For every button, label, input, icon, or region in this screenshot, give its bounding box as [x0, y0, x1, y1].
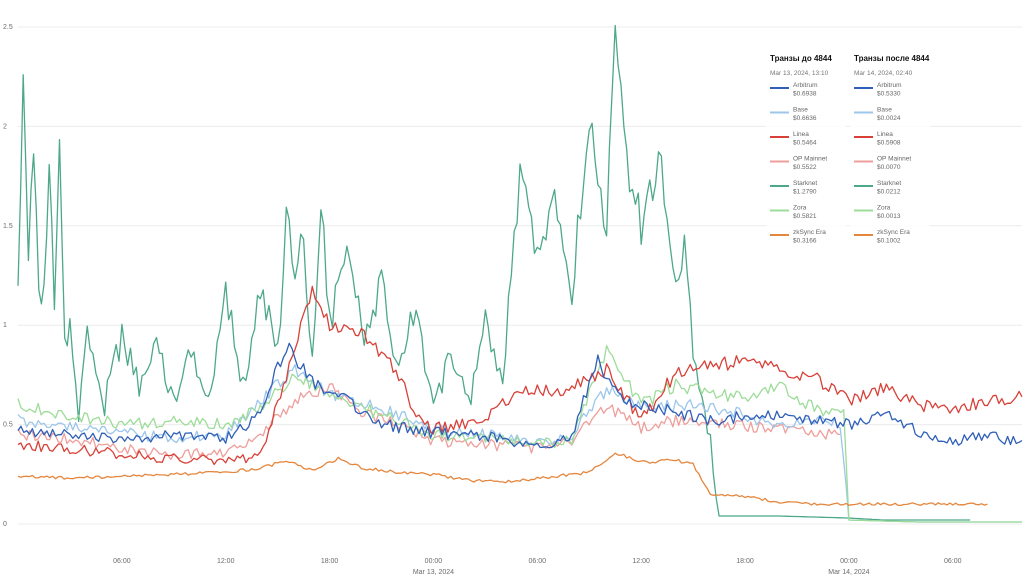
legend-background — [766, 50, 846, 250]
y-tick-label: 0.5 — [3, 422, 13, 429]
series-line-zksync-era — [17, 452, 988, 507]
x-tick-label: 18:00 — [736, 558, 754, 565]
legend-background — [850, 50, 930, 250]
legend-date: Mar 14, 2024, 02:40 — [854, 70, 913, 77]
legend-title: Транзы до 4844 — [770, 54, 832, 63]
legend-series-name: Zora — [793, 205, 807, 212]
legend-series-value: $0.6938 — [793, 91, 817, 98]
x-tick-date: Mar 14, 2024 — [828, 569, 869, 576]
legend-title: Транзы после 4844 — [854, 54, 930, 63]
legend-series-name: Starknet — [793, 180, 817, 187]
x-tick-label: 00:00 — [425, 558, 443, 565]
legend-series-name: Zora — [877, 205, 891, 212]
series-line-zora — [17, 344, 1022, 523]
y-tick-label: 0 — [3, 521, 7, 528]
legend-series-value: $0.0024 — [877, 115, 901, 122]
series-line-arbitrum — [17, 342, 1023, 449]
legend-series-name: Linea — [877, 131, 893, 138]
y-tick-label: 2.5 — [3, 24, 13, 31]
x-tick-label: 12:00 — [217, 558, 235, 565]
legend-series-name: zkSync Era — [793, 229, 826, 236]
x-tick-label: 12:00 — [632, 558, 650, 565]
legend-series-value: $0.0070 — [877, 164, 901, 171]
legend-series-value: $0.3166 — [793, 238, 817, 245]
x-axis: 06:00 12:00 18:00 00:00 Mar 13, 2024 06:00 12:… — [113, 558, 962, 576]
legend-series-value: $0.5464 — [793, 140, 817, 147]
legend-series-value: $0.6636 — [793, 115, 817, 122]
legend-series-value: $0.5908 — [877, 140, 901, 147]
series-lines — [17, 24, 1023, 523]
x-tick-label: 00:00 — [840, 558, 858, 565]
x-tick-label: 06:00 — [944, 558, 962, 565]
legend-series-name: Base — [793, 107, 808, 114]
y-tick-label: 2 — [3, 123, 7, 130]
legend-series-value: $0.5330 — [877, 91, 901, 98]
x-tick-date: Mar 13, 2024 — [413, 569, 454, 576]
legend-series-name: Arbitrum — [877, 82, 902, 89]
legend-series-value: $0.1002 — [877, 238, 901, 245]
legend-series-name: OP Mainnet — [877, 156, 911, 163]
legend-series-value: $0.5522 — [793, 164, 817, 171]
legend: Транзы до 4844 Mar 13, 2024, 13:10 Arbitru… — [766, 50, 930, 250]
y-axis: 0 0.5 1 1.5 2 2.5 — [3, 24, 13, 528]
legend-series-name: Starknet — [877, 180, 901, 187]
y-tick-label: 1 — [3, 322, 7, 329]
legend-series-value: $0.5821 — [793, 213, 817, 220]
x-tick-label: 06:00 — [113, 558, 131, 565]
series-line-linea — [17, 285, 1023, 466]
y-tick-label: 1.5 — [3, 223, 13, 230]
legend-series-name: Arbitrum — [793, 82, 818, 89]
series-line-op-mainnet — [17, 383, 841, 461]
x-tick-label: 18:00 — [321, 558, 339, 565]
x-tick-label: 06:00 — [529, 558, 547, 565]
legend-series-name: OP Mainnet — [793, 156, 827, 163]
legend-series-name: zkSync Era — [877, 229, 910, 236]
legend-series-value: $1.2790 — [793, 189, 817, 196]
legend-date: Mar 13, 2024, 13:10 — [770, 70, 829, 77]
legend-series-value: $0.0013 — [877, 213, 901, 220]
legend-series-name: Base — [877, 107, 892, 114]
series-line-starknet — [17, 24, 971, 521]
legend-series-name: Linea — [793, 131, 809, 138]
legend-series-value: $0.0212 — [877, 189, 901, 196]
